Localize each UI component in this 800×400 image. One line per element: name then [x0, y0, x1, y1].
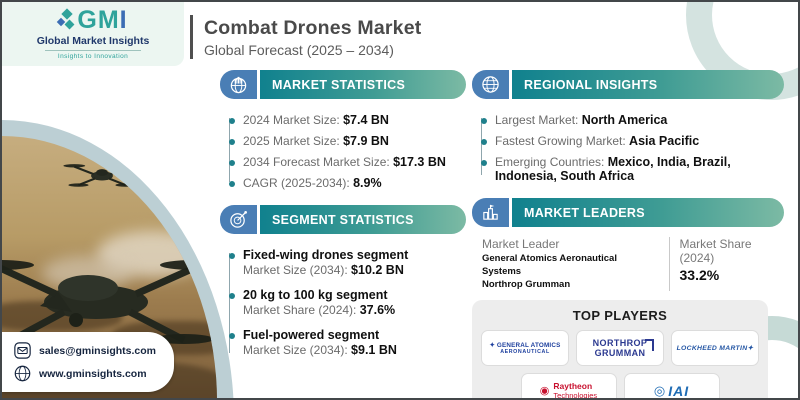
brand-name: Global Market Insights: [36, 35, 150, 47]
contact-website-text: www.gminsights.com: [39, 367, 147, 380]
list-item: Fixed-wing drones segment Market Size (2…: [228, 244, 466, 284]
top-player-general-atomics: ✦ GENERAL ATOMICS AERONAUTICAL: [481, 330, 569, 367]
list-item: Fastest Growing Market: Asia Pacific: [480, 130, 784, 151]
brand-divider: [45, 50, 141, 51]
vertical-divider: [668, 237, 670, 292]
title-divider: [190, 15, 193, 59]
market-statistics-header: MARKET STATISTICS: [220, 70, 466, 99]
podium-icon: [472, 198, 509, 227]
market-leader-label: Market Leader: [482, 237, 560, 251]
list-item: 2034 Forecast Market Size: $17.3 BN: [228, 151, 466, 172]
top-player-iai: ◎ IAI: [623, 373, 720, 398]
gmi-diamonds-icon: [57, 7, 75, 32]
list-item: 2024 Market Size: $7.4 BN: [228, 109, 466, 130]
pie-target-icon: [220, 205, 257, 234]
segment-statistics-list: Fixed-wing drones segment Market Size (2…: [226, 244, 466, 364]
globe-icon: [14, 365, 31, 382]
top-player-lockheed-martin: LOCKHEED MARTIN✦: [671, 330, 759, 367]
list-item: CAGR (2025-2034): 8.9%: [228, 172, 466, 193]
large-drone-silhouette: [2, 260, 214, 344]
northrop-corner-mark-icon: [645, 339, 654, 352]
top-players-box: TOP PLAYERS ✦ GENERAL ATOMICS AERONAUTIC…: [472, 300, 768, 398]
regional-insights-header: REGIONAL INSIGHTS: [472, 70, 784, 99]
market-share-label: Market Share (2024): [679, 237, 752, 265]
list-item: Emerging Countries: Mexico, India, Brazi…: [480, 151, 784, 186]
list-item: 20 kg to 100 kg segment Market Share (20…: [228, 284, 466, 324]
globe-grid-icon: [472, 70, 509, 99]
market-statistics-title: MARKET STATISTICS: [272, 77, 406, 92]
market-leaders-header: MARKET LEADERS: [472, 198, 784, 227]
globe-chart-icon: [220, 70, 257, 99]
contact-website[interactable]: www.gminsights.com: [14, 362, 164, 385]
right-stats-column: REGIONAL INSIGHTS Largest Market: North …: [472, 70, 784, 398]
list-item: 2025 Market Size: $7.9 BN: [228, 130, 466, 151]
envelope-icon: [14, 342, 31, 359]
contact-card: sales@gminsights.com www.gminsights.com: [2, 332, 174, 392]
market-leader-name: General Atomics Aeronautical Systems: [482, 253, 617, 277]
list-item: Largest Market: North America: [480, 109, 784, 130]
raytheon-mark-icon: ◉: [539, 385, 550, 398]
small-drone-silhouette: [63, 164, 141, 187]
market-statistics-list: 2024 Market Size: $7.4 BN 2025 Market Si…: [226, 109, 466, 193]
iai-swoosh-icon: ◎: [653, 382, 666, 398]
segment-statistics-title: SEGMENT STATISTICS: [272, 212, 414, 227]
top-player-northrop-grumman: NORTHROP GRUMMAN: [576, 330, 664, 367]
top-players-title: TOP PLAYERS: [572, 308, 668, 324]
market-leaders-detail: Market Leader General Atomics Aeronautic…: [482, 237, 784, 292]
top-player-raytheon: ◉ Raytheon Technologies: [520, 373, 617, 398]
brand-logo: GMI Global Market Insights Insights to I…: [2, 2, 184, 66]
lockheed-star-icon: ✦: [747, 344, 754, 352]
contact-email[interactable]: sales@gminsights.com: [14, 339, 164, 362]
regional-insights-list: Largest Market: North America Fastest Gr…: [478, 109, 784, 186]
segment-statistics-header: SEGMENT STATISTICS: [220, 205, 466, 234]
market-leaders-title: MARKET LEADERS: [524, 205, 645, 220]
gmi-logo-text: GMI: [77, 6, 128, 34]
market-share-value: 33.2%: [679, 267, 720, 283]
regional-insights-title: REGIONAL INSIGHTS: [524, 77, 658, 92]
general-atomics-mark-icon: ✦: [489, 341, 497, 349]
brand-tagline: Insights to Innovation: [57, 53, 129, 60]
page-subtitle: Global Forecast (2025 – 2034): [204, 41, 394, 58]
market-leader-name: Northrop Grumman: [482, 278, 571, 290]
contact-email-text: sales@gminsights.com: [39, 344, 157, 357]
left-stats-column: MARKET STATISTICS 2024 Market Size: $7.4…: [220, 70, 466, 376]
page-title: Combat Drones Market: [204, 16, 422, 39]
list-item: Fuel-powered segment Market Size (2034):…: [228, 324, 466, 364]
header: Combat Drones Market Global Forecast (20…: [190, 15, 421, 59]
